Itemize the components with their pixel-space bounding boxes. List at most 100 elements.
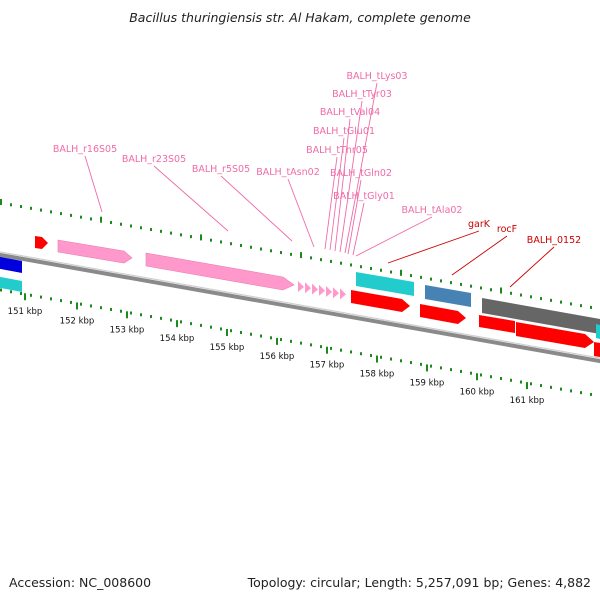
upper-tick-mark: [80, 215, 82, 219]
gene-label-leader: [451, 235, 508, 276]
upper-tick-mark: [590, 305, 592, 309]
tick-label: 152 kbp: [60, 316, 95, 326]
lower-tick-mark: [80, 302, 82, 306]
feature-rrna-23S: [145, 252, 295, 291]
upper-tick-mark: [530, 295, 532, 299]
tick-label: 160 kbp: [460, 387, 495, 397]
upper-tick-mark: [470, 284, 472, 288]
lower-tick-mark: [90, 304, 92, 308]
lower-tick-mark: [200, 323, 202, 327]
upper-tick-mark: [380, 268, 382, 272]
rna-label: BALH_tAsn02: [256, 167, 320, 178]
upper-tick-mark: [150, 228, 152, 232]
tick-label: 155 kbp: [210, 343, 245, 353]
gene-label-leader: [387, 230, 480, 264]
feature-cyan-cds-0: [0, 276, 22, 292]
feature-red-cds-2: [420, 304, 466, 324]
lower-tick-mark: [230, 329, 232, 333]
upper-tick-mark: [420, 275, 422, 279]
lower-tick-mark: [250, 332, 252, 336]
lower-tick-mark: [460, 369, 462, 373]
lower-tick-mark: [560, 387, 562, 391]
rna-label: BALH_tGly01: [333, 191, 395, 202]
lower-tick-mark: [310, 343, 312, 347]
feature-red-cds-4: [516, 322, 594, 348]
tick-label: 151 kbp: [8, 307, 43, 317]
rna-label-leader: [220, 175, 293, 242]
tick-label: 161 kbp: [510, 396, 545, 406]
upper-tick-mark: [280, 251, 282, 255]
upper-tick-mark: [310, 256, 312, 260]
upper-tick-mark: [520, 293, 522, 297]
rna-label: BALH_tThr05: [306, 145, 368, 156]
lower-tick-mark: [380, 355, 382, 359]
feature-red-cds-5: [594, 342, 600, 357]
lower-tick-mark: [30, 293, 32, 297]
lower-major-tick: [326, 346, 328, 354]
lower-tick-mark: [210, 325, 212, 329]
lower-tick-mark: [280, 338, 282, 342]
upper-tick-mark: [180, 233, 182, 237]
gene-label: garK: [468, 219, 491, 230]
feature-trna-arrow: [340, 288, 346, 300]
tick-label: 158 kbp: [360, 370, 395, 380]
lower-tick-mark: [270, 336, 272, 340]
upper-tick-mark: [460, 282, 462, 286]
rna-label: BALH_tLys03: [346, 71, 407, 82]
lower-tick-mark: [390, 357, 392, 361]
rna-label: BALH_r5S05: [192, 164, 250, 175]
lower-tick-mark: [520, 380, 522, 384]
lower-tick-mark: [340, 348, 342, 352]
lower-tick-mark: [150, 315, 152, 319]
lower-tick-mark: [110, 307, 112, 311]
lower-tick-mark: [590, 392, 592, 396]
upper-tick-mark: [350, 263, 352, 267]
upper-tick-mark: [360, 265, 362, 269]
rna-label: BALH_tGln02: [330, 168, 392, 179]
lower-tick-mark: [100, 306, 102, 310]
lower-tick-mark: [540, 384, 542, 388]
upper-tick-mark: [140, 226, 142, 230]
lower-tick-mark: [140, 313, 142, 317]
lower-tick-mark: [290, 339, 292, 343]
lower-tick-mark: [40, 295, 42, 299]
upper-tick-mark: [570, 302, 572, 306]
lower-tick-mark: [220, 327, 222, 331]
lower-tick-mark: [450, 368, 452, 372]
upper-tick-mark: [580, 304, 582, 308]
upper-tick-mark: [50, 210, 52, 214]
lower-tick-mark: [130, 311, 132, 315]
lower-major-tick: [476, 373, 478, 381]
upper-tick-mark: [220, 240, 222, 244]
feature-trna-arrow: [333, 287, 339, 299]
feature-blue-cds: [0, 256, 22, 273]
upper-tick-mark: [540, 297, 542, 301]
gene-label-leader: [509, 246, 555, 288]
upper-tick-mark: [500, 287, 502, 294]
upper-tick-mark: [250, 245, 252, 249]
upper-tick-mark: [110, 220, 112, 224]
lower-major-tick: [276, 337, 278, 345]
gene-label: rocF: [497, 224, 517, 235]
lower-tick-mark: [420, 362, 422, 366]
lower-tick-mark: [350, 350, 352, 354]
upper-tick-mark: [300, 252, 302, 259]
tick-label: 157 kbp: [310, 361, 345, 371]
lower-tick-mark: [550, 385, 552, 389]
upper-tick-mark: [230, 242, 232, 246]
rna-label-leader: [153, 165, 229, 232]
lower-tick-mark: [330, 346, 332, 350]
genome-summary-text: Topology: circular; Length: 5,257,091 bp…: [247, 575, 591, 590]
upper-tick-mark: [340, 261, 342, 265]
lower-tick-mark: [480, 373, 482, 377]
feature-trna-arrow: [298, 281, 304, 292]
lower-tick-mark: [70, 300, 72, 304]
lower-tick-mark: [430, 364, 432, 368]
lower-tick-track: 151 kbp 152 kbp 153 kbp 154 kbp 155 kbp 156 k…: [0, 288, 592, 406]
lower-tick-mark: [510, 378, 512, 382]
rna-label-leader: [287, 178, 315, 248]
upper-tick-mark: [240, 243, 242, 247]
rna-label: BALH_tTyr03: [332, 89, 392, 100]
lower-tick-mark: [500, 377, 502, 380]
tick-label: 153 kbp: [110, 325, 145, 335]
